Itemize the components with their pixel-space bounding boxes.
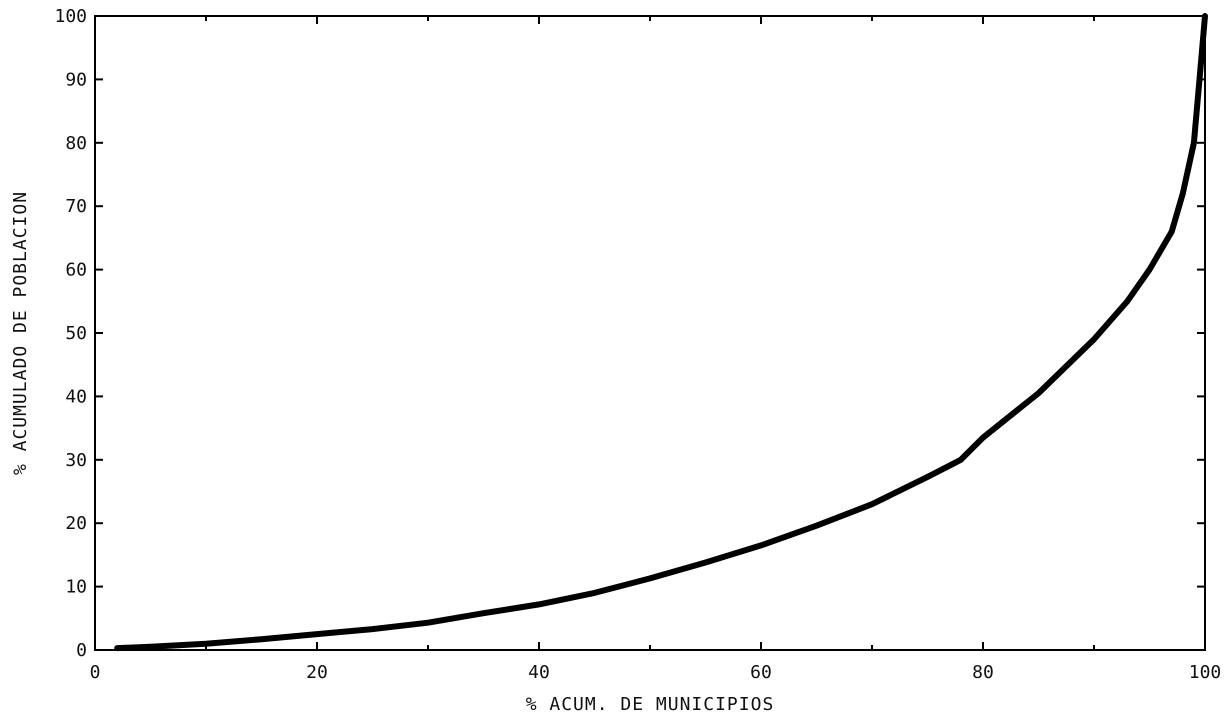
x-tick-label: 20 <box>306 662 328 683</box>
x-tick-label: 60 <box>750 662 772 683</box>
plot-frame <box>94 15 1206 651</box>
series-line <box>114 13 1208 652</box>
y-tick-label: 90 <box>65 69 87 90</box>
y-tick-label: 40 <box>65 386 87 407</box>
x-tick-label: 0 <box>90 662 101 683</box>
y-tick-label: 50 <box>65 323 87 344</box>
y-tick-label: 10 <box>65 577 87 598</box>
y-tick-label: 30 <box>65 450 87 471</box>
y-tick-label: 80 <box>65 133 87 154</box>
y-tick-label: 70 <box>65 196 87 217</box>
axis-tick-labels: 0 10 20 30 40 50 60 70 80 90 100 0 20 40 60 80 100 <box>54 6 1221 683</box>
x-axis-title: % ACUM. DE MUNICIPIOS <box>526 694 775 715</box>
y-tick-label: 0 <box>76 640 87 661</box>
axis-ticks <box>94 15 1206 651</box>
x-tick-label: 80 <box>972 662 994 683</box>
y-tick-label: 100 <box>54 6 87 27</box>
y-tick-label: 60 <box>65 260 87 281</box>
y-axis-title: % ACUMULADO DE POBLACION <box>10 191 31 475</box>
x-tick-label: 40 <box>528 662 550 683</box>
y-tick-label: 20 <box>65 513 87 534</box>
x-tick-label: 100 <box>1189 662 1222 683</box>
